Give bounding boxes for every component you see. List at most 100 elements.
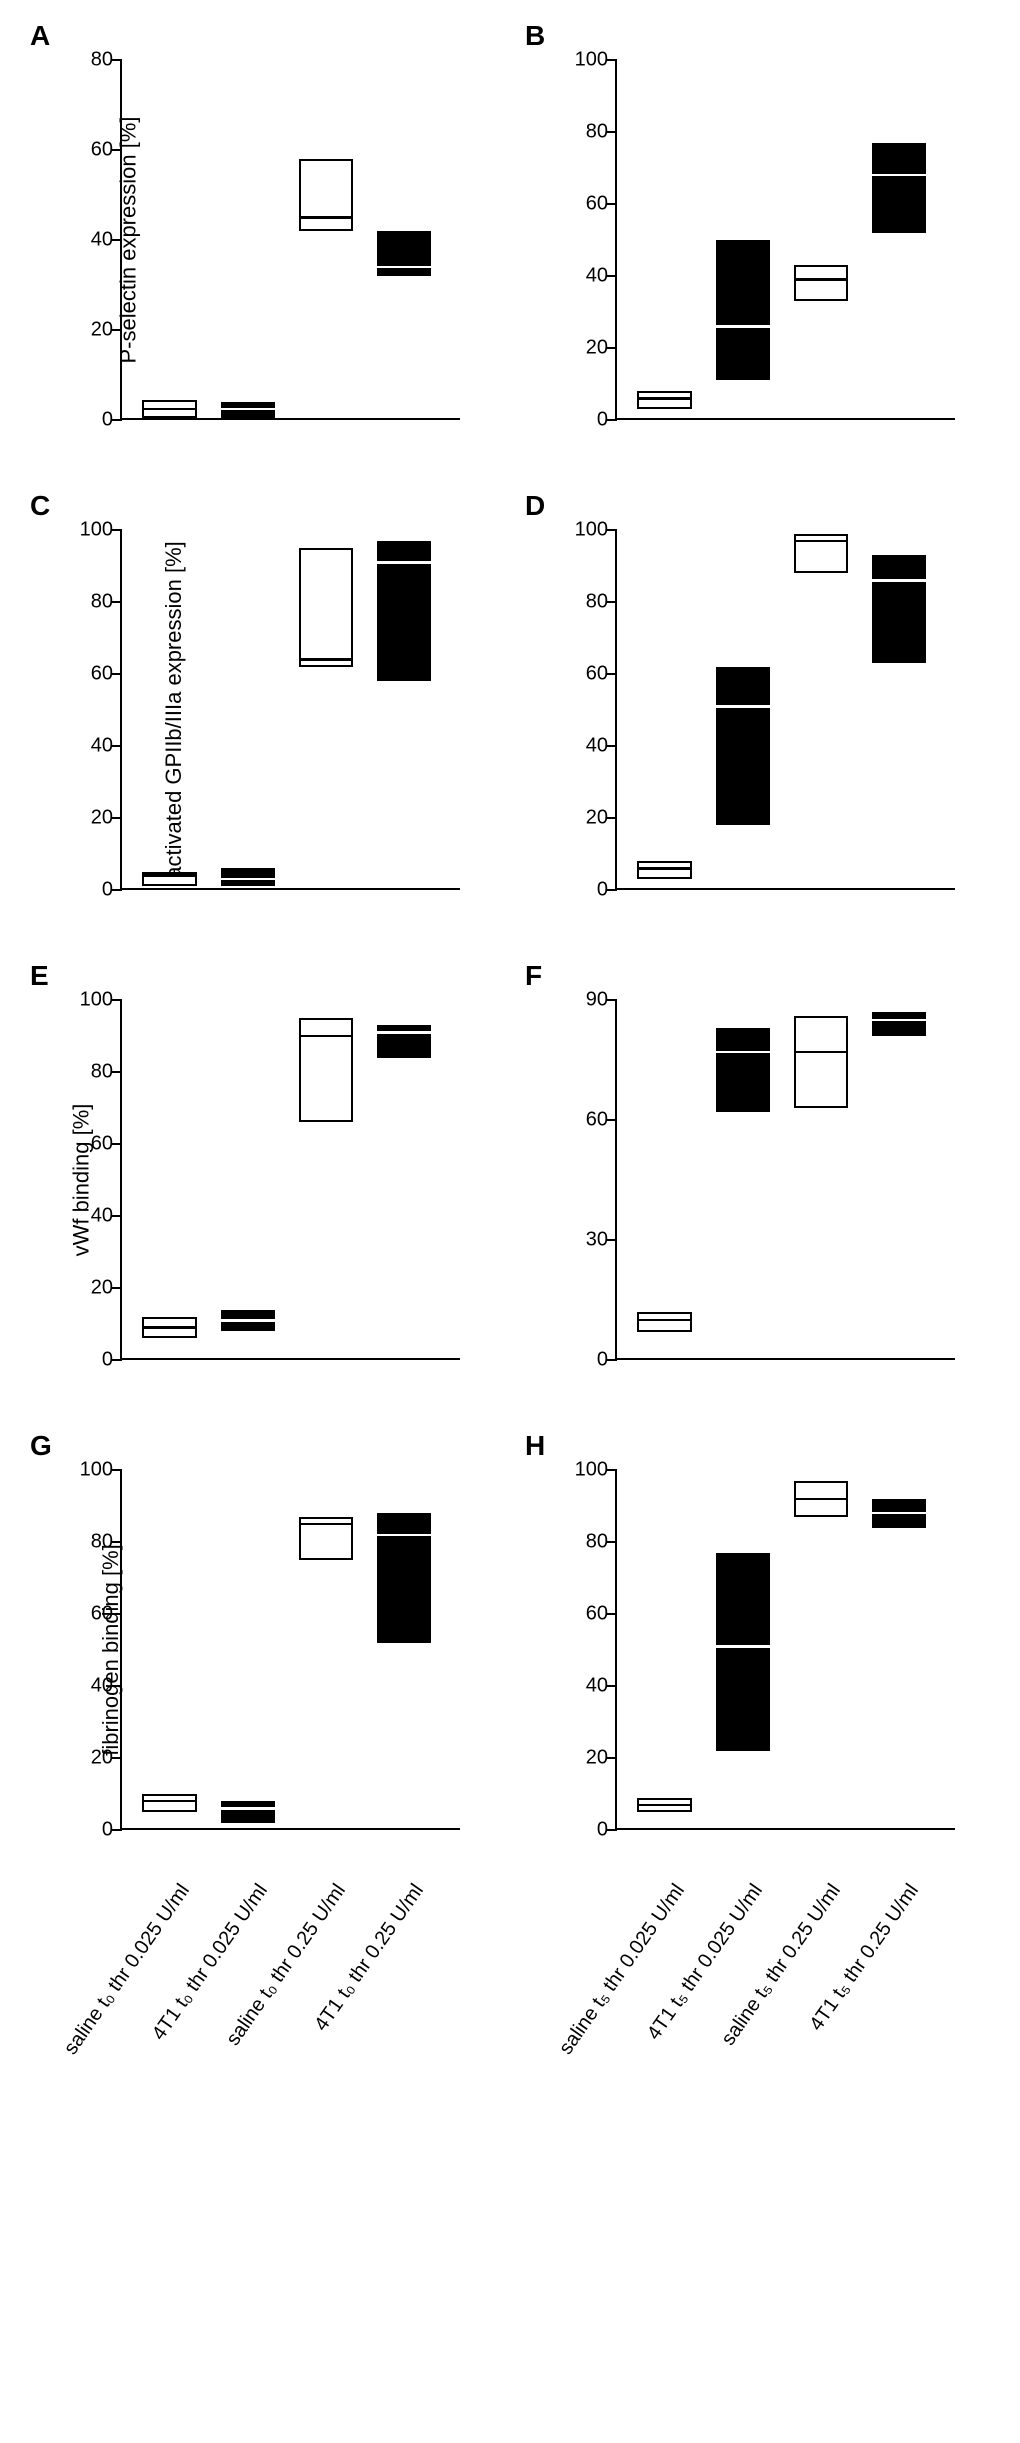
ytick bbox=[112, 1541, 122, 1544]
ytick bbox=[112, 239, 122, 242]
median-E-0 bbox=[142, 1326, 196, 1329]
box-E-2 bbox=[299, 1018, 353, 1122]
ytick-label: 0 bbox=[597, 1819, 608, 1842]
ytick bbox=[607, 275, 617, 278]
ytick-label: 40 bbox=[91, 1205, 113, 1228]
panel-label-E: E bbox=[30, 960, 49, 992]
ytick bbox=[607, 1469, 617, 1472]
ytick-label: 80 bbox=[91, 49, 113, 72]
ytick bbox=[112, 1685, 122, 1688]
median-D-0 bbox=[637, 867, 691, 870]
median-C-2 bbox=[299, 658, 353, 661]
ytick bbox=[607, 1613, 617, 1616]
ytick bbox=[112, 1143, 122, 1146]
ytick bbox=[607, 1359, 617, 1362]
ytick bbox=[112, 1071, 122, 1074]
ytick-label: 30 bbox=[586, 1229, 608, 1252]
ytick bbox=[607, 817, 617, 820]
median-D-2 bbox=[794, 540, 848, 543]
ytick-label: 20 bbox=[91, 807, 113, 830]
ytick-label: 0 bbox=[102, 879, 113, 902]
ytick-label: 60 bbox=[91, 139, 113, 162]
ytick-label: 0 bbox=[102, 1349, 113, 1372]
panel-C: Cactivated GPIIb/IIIa expression [%]0204… bbox=[20, 490, 500, 930]
median-G-0 bbox=[142, 1800, 196, 1803]
ytick bbox=[607, 529, 617, 532]
ytick bbox=[112, 149, 122, 152]
ytick bbox=[112, 59, 122, 62]
ytick bbox=[112, 1359, 122, 1362]
median-B-0 bbox=[637, 397, 691, 400]
ytick-label: 40 bbox=[586, 265, 608, 288]
ytick bbox=[112, 673, 122, 676]
box-D-0 bbox=[637, 861, 691, 879]
ytick-label: 0 bbox=[597, 409, 608, 432]
plot-area-D: 020406080100 bbox=[615, 530, 955, 890]
ytick-label: 60 bbox=[91, 663, 113, 686]
ytick-label: 80 bbox=[91, 1061, 113, 1084]
box-A-3 bbox=[377, 231, 431, 276]
ytick bbox=[112, 329, 122, 332]
figure-grid: AP-selectin expression [%]020406080B0204… bbox=[20, 20, 1000, 2420]
median-F-1 bbox=[716, 1051, 770, 1054]
median-F-2 bbox=[794, 1051, 848, 1054]
ytick bbox=[607, 1541, 617, 1544]
xaxis-labels-G: saline t₀ thr 0.025 U/ml4T1 t₀ thr 0.025… bbox=[20, 1870, 500, 2120]
ytick bbox=[607, 203, 617, 206]
ytick bbox=[112, 419, 122, 422]
ytick-label: 0 bbox=[102, 409, 113, 432]
ytick bbox=[607, 419, 617, 422]
median-C-0 bbox=[142, 874, 196, 877]
median-A-2 bbox=[299, 216, 353, 219]
ytick-label: 40 bbox=[586, 735, 608, 758]
ytick-label: 0 bbox=[597, 879, 608, 902]
median-H-2 bbox=[794, 1498, 848, 1501]
median-H-0 bbox=[637, 1804, 691, 1807]
ytick-label: 20 bbox=[586, 807, 608, 830]
ytick bbox=[607, 131, 617, 134]
panel-A: AP-selectin expression [%]020406080 bbox=[20, 20, 500, 460]
ytick bbox=[112, 889, 122, 892]
median-E-3 bbox=[377, 1031, 431, 1034]
ytick-label: 80 bbox=[91, 591, 113, 614]
ytick bbox=[607, 889, 617, 892]
plot-area-E: 020406080100 bbox=[120, 1000, 460, 1360]
box-G-0 bbox=[142, 1794, 196, 1812]
box-D-1 bbox=[716, 667, 770, 825]
median-B-2 bbox=[794, 278, 848, 281]
ytick-label: 100 bbox=[575, 49, 608, 72]
ytick-label: 60 bbox=[91, 1603, 113, 1626]
ytick bbox=[112, 999, 122, 1002]
ytick-label: 100 bbox=[575, 1459, 608, 1482]
box-F-0 bbox=[637, 1312, 691, 1332]
median-H-3 bbox=[872, 1512, 926, 1515]
panel-E: EvWf binding [%]020406080100 bbox=[20, 960, 500, 1400]
median-D-1 bbox=[716, 705, 770, 708]
plot-area-A: 020406080 bbox=[120, 60, 460, 420]
median-G-2 bbox=[299, 1523, 353, 1526]
ytick-label: 40 bbox=[91, 735, 113, 758]
panel-H: H020406080100saline t₅ thr 0.025 U/ml4T1… bbox=[515, 1430, 995, 1870]
plot-area-B: 020406080100 bbox=[615, 60, 955, 420]
ytick bbox=[607, 745, 617, 748]
ytick-label: 40 bbox=[586, 1675, 608, 1698]
median-C-3 bbox=[377, 561, 431, 564]
box-D-3 bbox=[872, 555, 926, 663]
panel-G: Gfibrinogen binding [%]020406080100salin… bbox=[20, 1430, 500, 1870]
median-C-1 bbox=[221, 878, 275, 881]
ytick-label: 90 bbox=[586, 989, 608, 1012]
plot-area-C: 020406080100 bbox=[120, 530, 460, 890]
median-D-3 bbox=[872, 579, 926, 582]
ytick bbox=[112, 1829, 122, 1832]
ytick bbox=[112, 1469, 122, 1472]
ytick-label: 100 bbox=[575, 519, 608, 542]
ytick bbox=[112, 1757, 122, 1760]
panel-label-F: F bbox=[525, 960, 542, 992]
median-F-3 bbox=[872, 1019, 926, 1022]
box-F-2 bbox=[794, 1016, 848, 1108]
ytick bbox=[607, 601, 617, 604]
ytick bbox=[607, 59, 617, 62]
box-A-2 bbox=[299, 159, 353, 231]
box-H-1 bbox=[716, 1553, 770, 1751]
box-F-1 bbox=[716, 1028, 770, 1112]
